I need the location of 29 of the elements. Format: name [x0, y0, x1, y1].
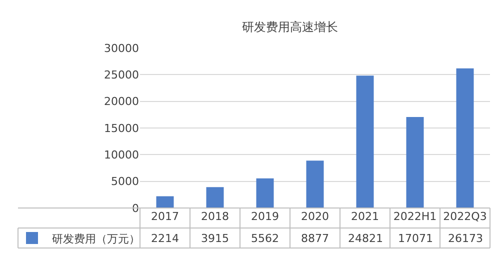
chart-title: 研发费用高速增长: [242, 20, 338, 34]
x-tick-label: 2021: [351, 210, 379, 223]
bar: [456, 68, 474, 208]
legend-label: 研发费用（万元）: [52, 232, 140, 246]
bar: [206, 187, 224, 208]
data-label: 17071: [398, 232, 433, 245]
data-label: 2214: [151, 232, 179, 245]
y-tick-label: 5000: [111, 175, 139, 188]
x-tick-label: 2022H1: [393, 210, 437, 223]
x-tick-label: 2017: [151, 210, 179, 223]
data-label: 8877: [301, 232, 329, 245]
data-label: 3915: [201, 232, 229, 245]
y-tick-label: 25000: [104, 68, 139, 82]
y-tick-label: 10000: [104, 148, 139, 162]
data-label: 5562: [251, 232, 279, 245]
bar: [406, 116, 424, 208]
y-tick-label: 20000: [104, 95, 139, 108]
y-tick-label: 30000: [104, 42, 139, 55]
bar: [256, 178, 274, 208]
x-tick-label: 2020: [301, 210, 329, 223]
x-tick-label: 2019: [251, 210, 279, 223]
x-tick-label: 2022Q3: [443, 210, 487, 223]
data-label: 24821: [348, 232, 383, 245]
y-tick-label: 15000: [104, 122, 139, 135]
bar: [356, 76, 374, 208]
bar: [306, 160, 324, 208]
bar: [156, 196, 174, 208]
x-tick-label: 2018: [201, 210, 229, 223]
data-label: 26173: [448, 232, 483, 245]
